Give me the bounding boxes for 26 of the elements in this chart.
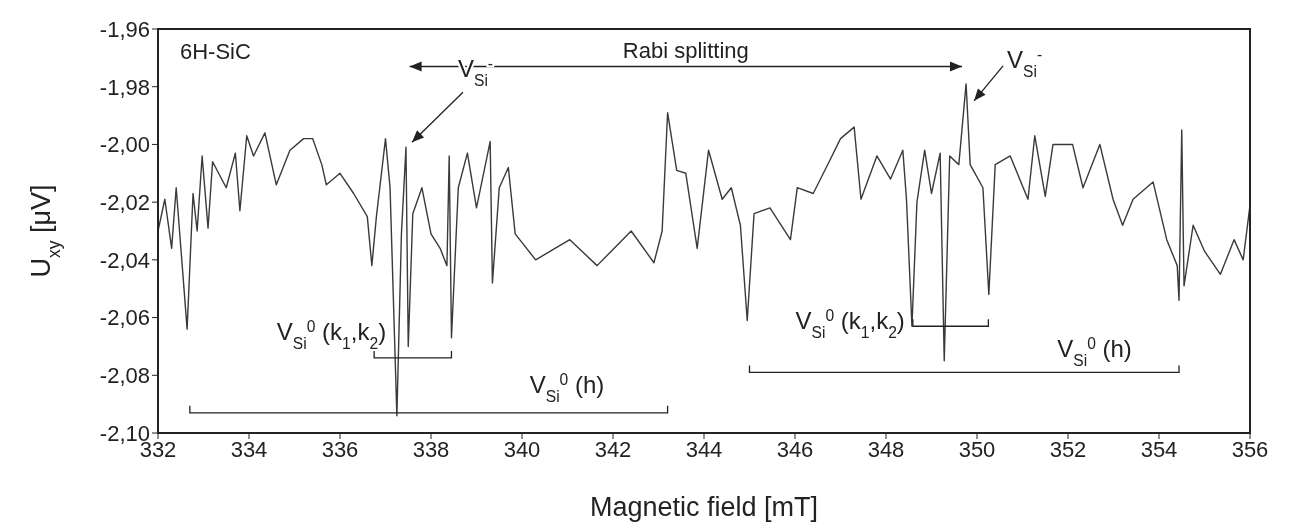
x-tick-label: 354 <box>1140 436 1178 462</box>
annotation: Rabi splitting <box>622 37 749 63</box>
annotation: V$_{Si}$$^{0}$ (k$_{1}$,k$_{2}$) <box>795 306 905 341</box>
y-tick-label: -2,08 <box>99 363 150 389</box>
annotation: V$_{Si}$$^{0}$ (h) <box>529 370 605 405</box>
x-tick-label: 350 <box>958 436 996 462</box>
x-tick-label: 336 <box>321 436 359 462</box>
x-tick-label: 346 <box>776 436 814 462</box>
annotation: 6H-SiC <box>180 39 252 64</box>
x-tick-label: 348 <box>867 436 905 462</box>
x-tick-label: 352 <box>1049 436 1087 462</box>
y-tick-label: -1,96 <box>99 16 150 42</box>
y-tick-label: -1,98 <box>99 74 150 100</box>
x-axis-title: Magnetic field [mT] <box>589 492 819 522</box>
annotation: V$_{Si}$$^{0}$ (k$_{1}$,k$_{2}$) <box>276 317 387 352</box>
annotation: V$_{Si}$$^{0}$ (h) <box>1057 334 1132 369</box>
x-tick-label: 342 <box>594 436 632 462</box>
y-tick-label: -2,06 <box>99 305 150 331</box>
x-tick-label: 338 <box>412 436 450 462</box>
x-tick-label: 334 <box>230 436 268 462</box>
x-tick-label: 340 <box>503 436 541 462</box>
x-tick-label: 356 <box>1231 436 1269 462</box>
x-tick-label: 344 <box>685 436 723 462</box>
y-tick-label: -2,02 <box>99 189 150 215</box>
y-tick-label: -2,00 <box>99 132 150 158</box>
y-tick-label: -2,04 <box>99 247 150 273</box>
